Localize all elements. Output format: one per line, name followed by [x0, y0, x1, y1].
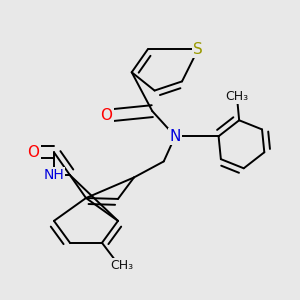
Text: O: O — [27, 145, 39, 160]
Text: CH₃: CH₃ — [110, 259, 133, 272]
Text: NH: NH — [44, 168, 64, 182]
Text: CH₃: CH₃ — [225, 89, 248, 103]
Text: O: O — [100, 108, 112, 123]
Text: N: N — [169, 129, 181, 144]
Text: S: S — [193, 42, 203, 57]
